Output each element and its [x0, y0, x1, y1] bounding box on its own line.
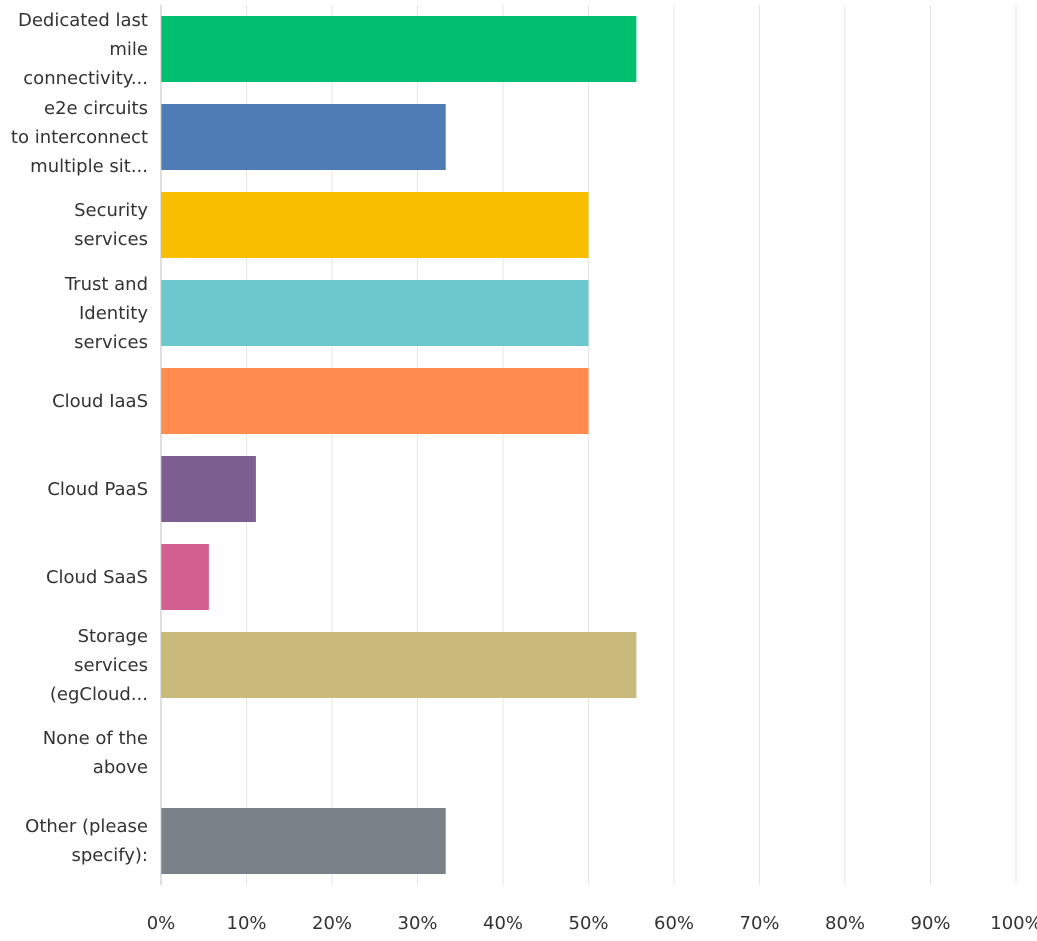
category-label-line: Security	[74, 200, 148, 221]
bar	[161, 456, 256, 522]
category-label: None of the above	[0, 724, 148, 782]
category-label-line: services	[74, 229, 148, 250]
category-label: Other (please specify):	[0, 812, 148, 870]
x-tick-label: 30%	[397, 913, 438, 934]
x-tick-label: 0%	[146, 913, 176, 934]
category-label-line: Cloud PaaS	[47, 478, 148, 500]
x-tick-label: 50%	[568, 913, 609, 934]
category-label-line: mile	[109, 38, 148, 60]
category-label-line: connectivity...	[23, 67, 148, 89]
x-tick-label: 90%	[910, 913, 951, 934]
category-label-line: Trust and	[64, 273, 148, 295]
category-label-line: (egCloud...	[49, 683, 148, 705]
category-label: Cloud SaaS	[0, 563, 148, 592]
bar	[161, 368, 589, 434]
category-label: Dedicated last mile connectivity...	[0, 6, 148, 93]
category-label: Cloud IaaS	[0, 387, 148, 416]
bar	[161, 104, 446, 170]
category-label-line: services	[74, 331, 148, 353]
bars	[161, 16, 637, 874]
category-label: Storage services (egCloud...	[0, 622, 148, 709]
category-label-line: Dedicated last	[17, 9, 148, 31]
category-label-line: to interconnect	[10, 126, 148, 148]
category-label-line: Storage	[77, 625, 148, 647]
category-label: Trust and Identity services	[0, 270, 148, 357]
x-tick-label: 80%	[824, 913, 866, 934]
bar	[161, 16, 637, 82]
bar	[161, 192, 589, 258]
category-label-line: Cloud SaaS	[45, 566, 148, 588]
bar	[161, 808, 446, 874]
category-label-line: specify):	[71, 845, 148, 866]
category-label-line: Other (please	[25, 816, 148, 837]
bar	[161, 280, 589, 346]
category-label: e2e circuits to interconnect multiple sit.…	[0, 94, 148, 181]
bar	[161, 544, 209, 610]
category-label: Cloud PaaS	[0, 475, 148, 504]
category-label-line: e2e circuits	[44, 97, 148, 119]
category-label-line: Cloud IaaS	[52, 390, 148, 412]
category-label-line: Identity	[79, 302, 148, 324]
x-tick-label: 70%	[739, 913, 780, 934]
category-label-line: above	[92, 757, 148, 778]
category-label-line: multiple sit...	[30, 155, 148, 177]
x-tick-label: 10%	[226, 913, 267, 934]
x-tick-label: 60%	[653, 913, 695, 934]
category-label-line: services	[74, 654, 148, 676]
category-label: Security services	[0, 196, 148, 254]
category-label-line: None of the	[42, 728, 148, 749]
x-tick-label: 20%	[311, 913, 353, 934]
bar	[161, 632, 637, 698]
x-tick-label: 100%	[990, 913, 1037, 934]
x-tick-label: 40%	[482, 913, 524, 934]
